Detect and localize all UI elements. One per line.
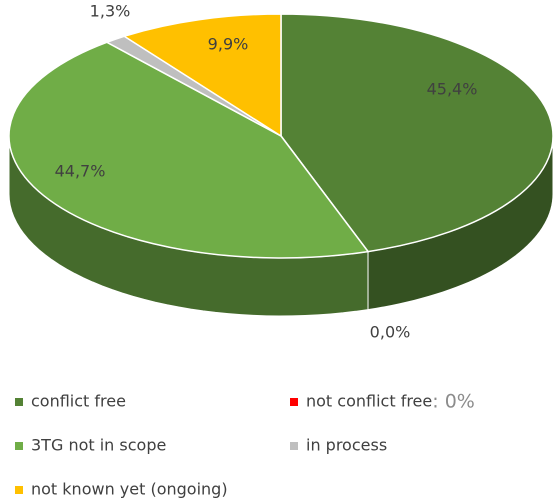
legend-label: 3TG not in scope: [31, 436, 166, 455]
data-label: 1,3%: [90, 2, 131, 21]
legend-label: not known yet (ongoing): [31, 480, 228, 499]
pie-slice: [122, 13, 282, 138]
legend-swatch: [15, 486, 23, 494]
legend-swatch: [290, 442, 298, 450]
legend-label: in process: [306, 436, 387, 455]
legend: conflict free not conflict free: 0% 3TG no…: [15, 391, 475, 499]
pie-tops: [8, 13, 554, 259]
pie-slice: [280, 13, 554, 253]
legend-swatch: [15, 398, 23, 406]
legend-label: conflict free: [31, 392, 126, 411]
legend-label: not conflict free: [306, 392, 432, 411]
data-label: 9,9%: [208, 35, 249, 54]
legend-swatch: [15, 442, 23, 450]
legend-swatch: [290, 398, 298, 406]
data-label: 0,0%: [370, 323, 411, 342]
pie-slice: [8, 41, 370, 259]
data-labels: 45,4% 0,0% 44,7% 1,3% 9,9%: [55, 2, 478, 342]
data-label: 44,7%: [55, 162, 106, 181]
data-label: 45,4%: [427, 80, 478, 99]
legend-note: : 0%: [432, 391, 475, 413]
